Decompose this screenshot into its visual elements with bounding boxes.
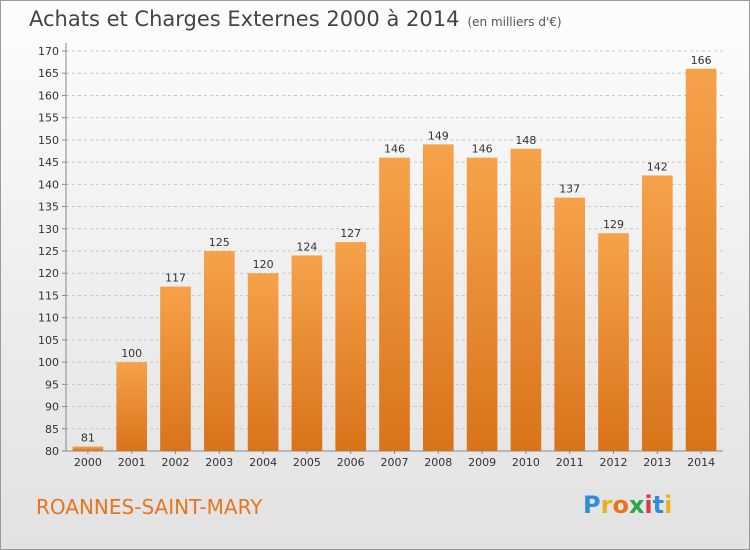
bar-value-label: 120: [253, 258, 274, 271]
x-tick-label: 2014: [687, 456, 715, 469]
y-tick-label: 130: [38, 223, 59, 236]
bar: [379, 157, 410, 451]
x-tick-label: 2004: [249, 456, 277, 469]
y-tick-label: 165: [38, 67, 59, 80]
x-tick-label: 2006: [337, 456, 365, 469]
bar: [335, 242, 367, 451]
x-tick-label: 2000: [74, 456, 102, 469]
y-tick-label: 160: [38, 89, 59, 102]
title-text: Achats et Charges Externes 2000 à 2014: [29, 7, 460, 31]
bar-value-label: 166: [691, 54, 712, 67]
x-tick-label: 2011: [556, 456, 584, 469]
bar: [203, 251, 235, 451]
bar-value-label: 127: [340, 227, 361, 240]
axes: 80 85 90 95 100 105 110 115 120 125 130 135 140 145 15…: [38, 43, 723, 458]
bars: [72, 68, 717, 452]
y-tick-label: 90: [45, 401, 59, 414]
y-tick-label: 120: [38, 267, 59, 280]
x-tick-label: 2013: [643, 456, 671, 469]
x-tick-label: 2010: [512, 456, 540, 469]
y-tick-label: 150: [38, 134, 59, 147]
x-tick-label: 2007: [381, 456, 409, 469]
bar-value-label: 146: [384, 143, 405, 156]
labels: 81 2000 100 2001 117 2002 125 2003 120 2004 124 200…: [74, 54, 715, 469]
y-tick-label: 115: [38, 289, 59, 302]
bar-value-label: 124: [296, 240, 317, 253]
bar: [422, 144, 454, 452]
y-tick-label: 125: [38, 245, 59, 258]
bar: [641, 175, 673, 451]
commune-name: ROANNES-SAINT-MARY: [36, 495, 263, 519]
bar-value-label: 149: [428, 129, 449, 142]
bar-value-label: 129: [603, 218, 624, 231]
proxiti-logo: Proxiti: [583, 491, 672, 519]
bar-value-label: 100: [121, 347, 142, 360]
bar: [466, 157, 498, 451]
y-tick-label: 110: [38, 312, 59, 325]
logo-letter: P: [583, 491, 601, 519]
y-tick-label: 105: [38, 334, 59, 347]
bar: [72, 446, 104, 451]
bar: [598, 233, 629, 451]
bar: [160, 286, 191, 451]
x-tick-label: 2002: [162, 456, 190, 469]
bar: [116, 362, 148, 451]
logo-letter: x: [628, 491, 645, 519]
bar-value-label: 148: [515, 134, 536, 147]
x-tick-label: 2009: [468, 456, 496, 469]
y-tick-label: 155: [38, 112, 59, 125]
y-tick-label: 95: [45, 378, 59, 391]
logo-letter: r: [600, 491, 613, 519]
chart-title: Achats et Charges Externes 2000 à 2014 (e…: [29, 7, 562, 31]
bar-value-label: 142: [647, 160, 668, 173]
x-tick-label: 2003: [205, 456, 233, 469]
bar-value-label: 117: [165, 272, 186, 285]
logo-letter: t: [652, 491, 665, 519]
bar-value-label: 81: [81, 432, 95, 445]
logo-letter: i: [664, 491, 673, 519]
x-tick-label: 2001: [118, 456, 146, 469]
y-tick-label: 135: [38, 201, 59, 214]
y-tick-label: 170: [38, 45, 59, 58]
bar: [291, 255, 323, 451]
bar-value-label: 146: [472, 143, 493, 156]
bar-value-label: 125: [209, 236, 230, 249]
x-tick-label: 2012: [600, 456, 628, 469]
logo-letter: o: [612, 491, 629, 519]
bar: [247, 273, 279, 451]
y-tick-label: 80: [45, 445, 59, 458]
y-tick-label: 100: [38, 356, 59, 369]
y-tick-label: 85: [45, 423, 59, 436]
y-tick-label: 140: [38, 178, 59, 191]
bar: [554, 197, 586, 451]
bar-value-label: 137: [559, 183, 580, 196]
x-tick-label: 2008: [424, 456, 452, 469]
x-tick-label: 2005: [293, 456, 321, 469]
y-tick-label: 145: [38, 156, 59, 169]
bar: [685, 68, 717, 452]
bar: [510, 148, 542, 451]
logo-letter: i: [644, 491, 653, 519]
unit-subtitle: (en milliers d'€): [467, 15, 562, 29]
